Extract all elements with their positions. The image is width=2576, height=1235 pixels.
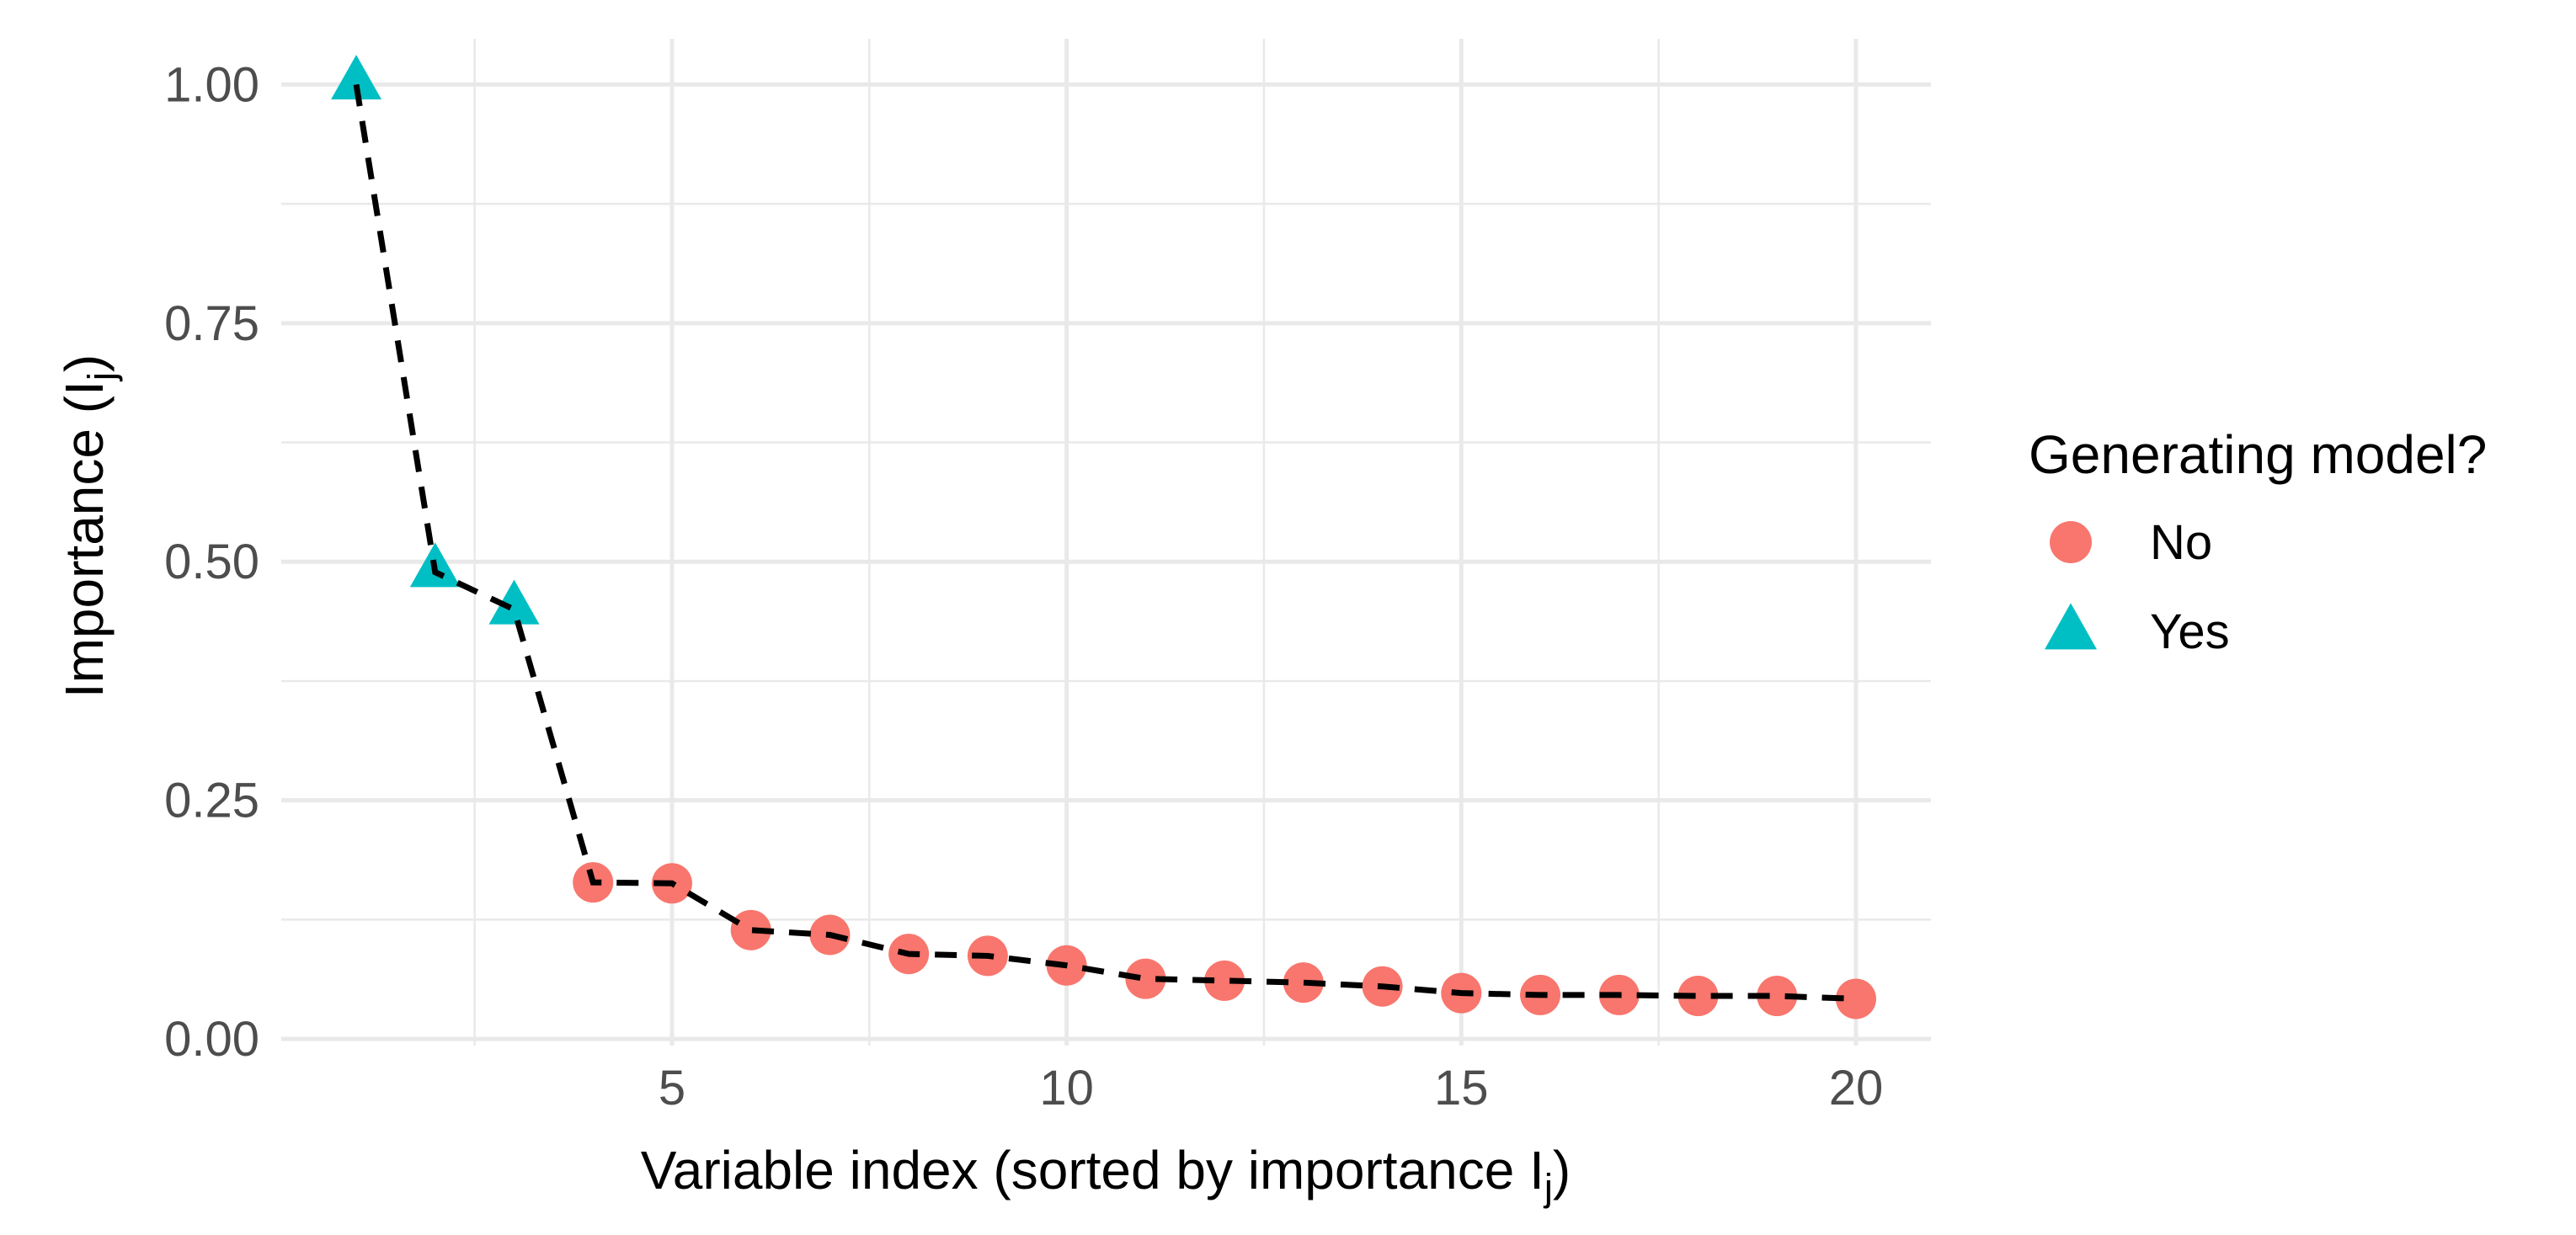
legend-entry-label: Yes — [2150, 604, 2230, 659]
y-axis-tick-labels: 0.00 0.25 0.50 0.75 1.00 — [164, 57, 259, 1067]
y-tick-label: 1.00 — [164, 57, 259, 112]
data-point-triangle — [331, 55, 382, 100]
x-axis-tick-labels: 5 10 15 20 — [659, 1061, 1883, 1115]
y-tick-label: 0.00 — [164, 1012, 259, 1067]
gridlines — [281, 39, 1931, 1046]
data-point-circle — [1283, 962, 1324, 1003]
y-tick-label: 0.75 — [164, 296, 259, 351]
data-point-circle — [1835, 978, 1876, 1019]
x-tick-label: 20 — [1829, 1061, 1884, 1115]
legend-entry-label: No — [2150, 515, 2212, 570]
data-point-circle — [730, 909, 771, 950]
data-points — [331, 55, 1876, 1019]
legend: Generating model? No Yes — [2029, 424, 2487, 659]
legend-keys: No Yes — [2045, 515, 2230, 659]
y-tick-label: 0.50 — [164, 535, 259, 589]
dashed-trend-line — [353, 83, 1857, 1002]
trend-line — [353, 83, 1857, 1002]
x-tick-label: 5 — [659, 1061, 685, 1115]
data-point-circle — [1677, 976, 1719, 1017]
data-point-circle — [1757, 976, 1798, 1017]
data-point-circle — [1204, 960, 1245, 1001]
y-tick-label: 0.25 — [164, 774, 259, 828]
y-axis-title: Importance (Ij) — [54, 354, 123, 698]
x-tick-label: 15 — [1434, 1061, 1489, 1115]
x-axis-title: Variable index (sorted by importance Ij) — [641, 1140, 1571, 1209]
x-tick-label: 10 — [1039, 1061, 1094, 1115]
legend-key-circle — [2050, 521, 2092, 563]
legend-key-triangle — [2045, 603, 2097, 650]
data-point-circle — [1125, 958, 1166, 999]
data-point-triangle — [488, 579, 540, 625]
legend-title: Generating model? — [2029, 424, 2487, 485]
